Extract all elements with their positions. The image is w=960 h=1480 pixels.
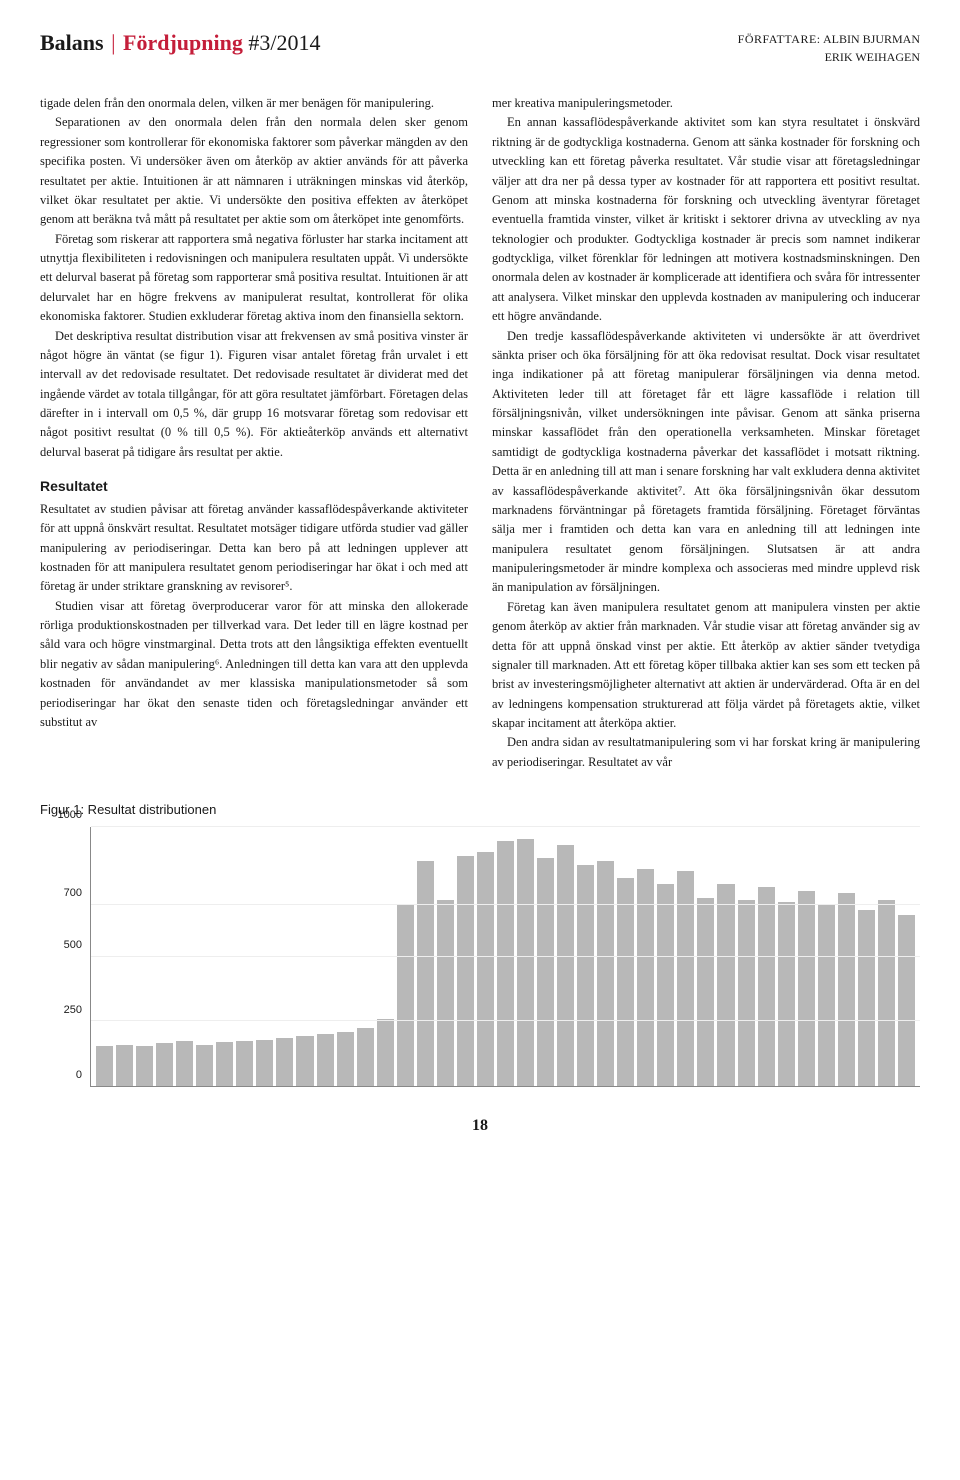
body-text: Resultatet av studien påvisar att företa… (40, 500, 468, 597)
bar (878, 900, 895, 1086)
body-text: tigade delen från den onormala delen, vi… (40, 94, 468, 113)
gridline (91, 1020, 920, 1021)
bar (457, 856, 474, 1087)
bar (537, 858, 554, 1086)
brand-name: Balans (40, 30, 104, 55)
gridline (91, 956, 920, 957)
y-tick-label: 700 (64, 887, 82, 899)
body-text: Studien visar att företag överproducerar… (40, 597, 468, 733)
bar (196, 1045, 213, 1086)
y-axis: 02505007001000 (40, 827, 90, 1087)
bar (256, 1040, 273, 1087)
y-tick-label: 1000 (58, 809, 82, 821)
author-2: ERIK WEIHAGEN (825, 50, 920, 64)
bar (276, 1038, 293, 1086)
body-text: Den tredje kassaflödespåverkande aktivit… (492, 327, 920, 598)
body-text: Den andra sidan av resultatmanipulering … (492, 733, 920, 772)
bar (617, 878, 634, 1086)
bar (296, 1036, 313, 1087)
author-1: ALBIN BJURMAN (823, 32, 920, 46)
bar (758, 887, 775, 1086)
plot-area (90, 827, 920, 1087)
gridline (91, 826, 920, 827)
masthead: Balans | Fördjupning #3/2014 (40, 30, 320, 56)
bar (597, 861, 614, 1086)
body-text: En annan kassaflödespåverkande aktivitet… (492, 113, 920, 326)
y-tick-label: 500 (64, 939, 82, 951)
bar (838, 893, 855, 1086)
bar (898, 915, 915, 1086)
bar (697, 898, 714, 1086)
bar (798, 891, 815, 1087)
issue-number: #3/2014 (248, 30, 320, 55)
body-text: mer kreativa manipuleringsmetoder. (492, 94, 920, 113)
bar-chart: 02505007001000 (40, 827, 920, 1087)
bar (437, 900, 454, 1086)
section-name: Fördjupning (123, 30, 243, 55)
y-tick-label: 0 (76, 1069, 82, 1081)
bar (216, 1042, 233, 1086)
bar (236, 1041, 253, 1086)
column-left: tigade delen från den onormala delen, vi… (40, 94, 468, 772)
y-tick-label: 250 (64, 1004, 82, 1016)
bar (657, 884, 674, 1086)
bar (317, 1034, 334, 1086)
bar (136, 1046, 153, 1086)
bar (357, 1028, 374, 1086)
body-text: Det deskriptiva resultat distribution vi… (40, 327, 468, 463)
bar (778, 902, 795, 1086)
author-label: FÖRFATTARE: (738, 32, 821, 46)
column-right: mer kreativa manipuleringsmetoder. En an… (492, 94, 920, 772)
author-block: FÖRFATTARE: ALBIN BJURMAN ERIK WEIHAGEN (738, 30, 920, 66)
page-number: 18 (40, 1117, 920, 1135)
bar (477, 852, 494, 1086)
bar (497, 841, 514, 1086)
body-text: Företag som riskerar att rapportera små … (40, 230, 468, 327)
bar (637, 869, 654, 1087)
bar (337, 1032, 354, 1086)
bar (417, 861, 434, 1086)
bar (577, 865, 594, 1086)
figure-1: Figur 1: Resultat distributionen 0 250 500… (40, 802, 920, 1087)
bar (377, 1019, 394, 1086)
gridline (91, 904, 920, 905)
bar (717, 884, 734, 1086)
bar (176, 1041, 193, 1086)
bar (156, 1043, 173, 1086)
body-text: Separationen av den onormala delen från … (40, 113, 468, 229)
bar (858, 910, 875, 1086)
bar (557, 845, 574, 1086)
bar (818, 905, 835, 1086)
bar (397, 905, 414, 1086)
bar (738, 900, 755, 1086)
masthead-separator: | (111, 30, 115, 55)
bar (96, 1046, 113, 1086)
section-heading: Resultatet (40, 476, 468, 498)
body-text: Företag kan även manipulera resultatet g… (492, 598, 920, 734)
bar (116, 1045, 133, 1086)
figure-title: Figur 1: Resultat distributionen (40, 802, 920, 817)
bar (517, 839, 534, 1086)
